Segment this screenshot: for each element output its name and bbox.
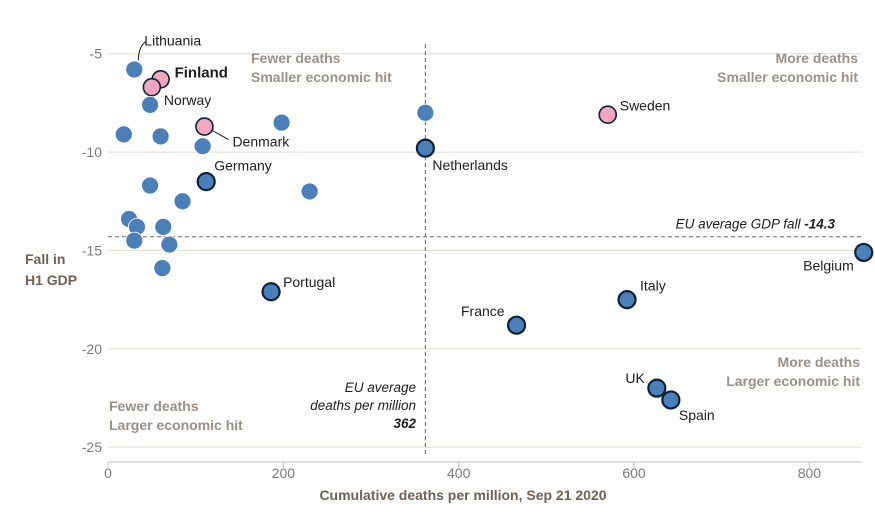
point-germany (196, 172, 216, 192)
point-unlabeled (114, 125, 133, 144)
y-tick-label: -20 (82, 341, 102, 357)
quadrant-label-top-left: Fewer deaths (251, 50, 341, 66)
y-axis-title-line1: Fall in (25, 251, 65, 267)
point-unlabeled (153, 259, 172, 278)
quadrant-label-bottom-right: More deaths (778, 354, 861, 370)
x-tick-label: 600 (622, 465, 646, 481)
x-tick-label: 400 (447, 465, 471, 481)
label-belgium: Belgium (803, 257, 854, 273)
point-sweden (598, 105, 618, 125)
quadrant-label-bottom-left: Fewer deaths (109, 398, 199, 414)
label-italy: Italy (640, 278, 666, 294)
axes: -5 -10 -15 -20 -250 200 400 600 800 (82, 46, 862, 481)
point-uk (647, 378, 667, 398)
point-unlabeled (151, 127, 170, 146)
point-unlabeled (416, 103, 435, 122)
data-points (114, 60, 874, 410)
label-france: France (461, 303, 505, 319)
point-labels: Lithuania Finland Norway Sweden Denmark Nethe… (137, 32, 854, 423)
label-lithuania: Lithuania (144, 32, 201, 48)
quadrant-label-bottom-right: Larger economic hit (726, 373, 860, 389)
eu-deaths-reference-label-line2: deaths per million (310, 398, 416, 413)
point-unlabeled (272, 113, 291, 132)
x-tick-label: 800 (798, 465, 822, 481)
quadrant-label-top-right: More deaths (776, 50, 859, 66)
label-uk: UK (625, 370, 645, 386)
point-portugal (261, 282, 281, 302)
quadrant-label-top-right: Smaller economic hit (717, 69, 858, 85)
label-denmark: Denmark (232, 134, 290, 150)
point-unlabeled (141, 95, 159, 114)
point-lithuania (125, 60, 144, 79)
quadrant-label-top-left: Smaller economic hit (251, 69, 392, 85)
point-norway (142, 77, 162, 97)
y-tick-label: -10 (82, 144, 102, 160)
point-unlabeled (154, 217, 173, 236)
quadrant-label-bottom-left: Larger economic hit (109, 417, 243, 433)
x-axis-title: Cumulative deaths per million, Sep 21 20… (319, 487, 606, 503)
y-tick-label: -25 (82, 439, 102, 455)
point-unlabeled (125, 231, 144, 250)
point-unlabeled (141, 176, 159, 195)
y-tick-label: -15 (82, 242, 102, 258)
label-netherlands: Netherlands (432, 157, 508, 173)
point-spain (661, 390, 681, 410)
x-tick-label: 200 (272, 465, 296, 481)
eu-deaths-reference-value: 362 (393, 416, 416, 431)
point-france (506, 315, 527, 335)
eu-deaths-reference-label-line1: EU average (345, 380, 416, 395)
point-unlabeled (193, 137, 212, 156)
point-netherlands (415, 138, 435, 158)
point-unlabeled (160, 235, 179, 254)
point-belgium (854, 242, 874, 263)
label-lithuania-leader (137, 41, 147, 61)
point-denmark (195, 117, 214, 136)
label-norway: Norway (164, 92, 211, 108)
eu-gdp-reference-label: EU average GDP fall -14.3 (676, 217, 836, 232)
point-italy (617, 290, 637, 310)
reference-lines: EU average GDP fall -14.3 EU average death… (108, 44, 862, 457)
label-denmark-leader (212, 130, 229, 140)
eu-gdp-reference-value: -14.3 (804, 217, 835, 232)
x-tick-label: 0 (104, 465, 112, 481)
point-unlabeled (300, 182, 319, 201)
y-tick-label: -5 (90, 46, 103, 62)
label-portugal: Portugal (283, 274, 335, 290)
label-sweden: Sweden (620, 98, 671, 114)
gridlines (108, 53, 862, 448)
label-finland: Finland (175, 64, 228, 81)
quadrant-labels: Fewer deaths Smaller economic hit More dea… (109, 50, 860, 433)
label-germany: Germany (214, 158, 272, 174)
y-axis-title-line2: H1 GDP (25, 272, 77, 288)
label-spain: Spain (679, 407, 715, 423)
point-unlabeled (173, 192, 192, 211)
